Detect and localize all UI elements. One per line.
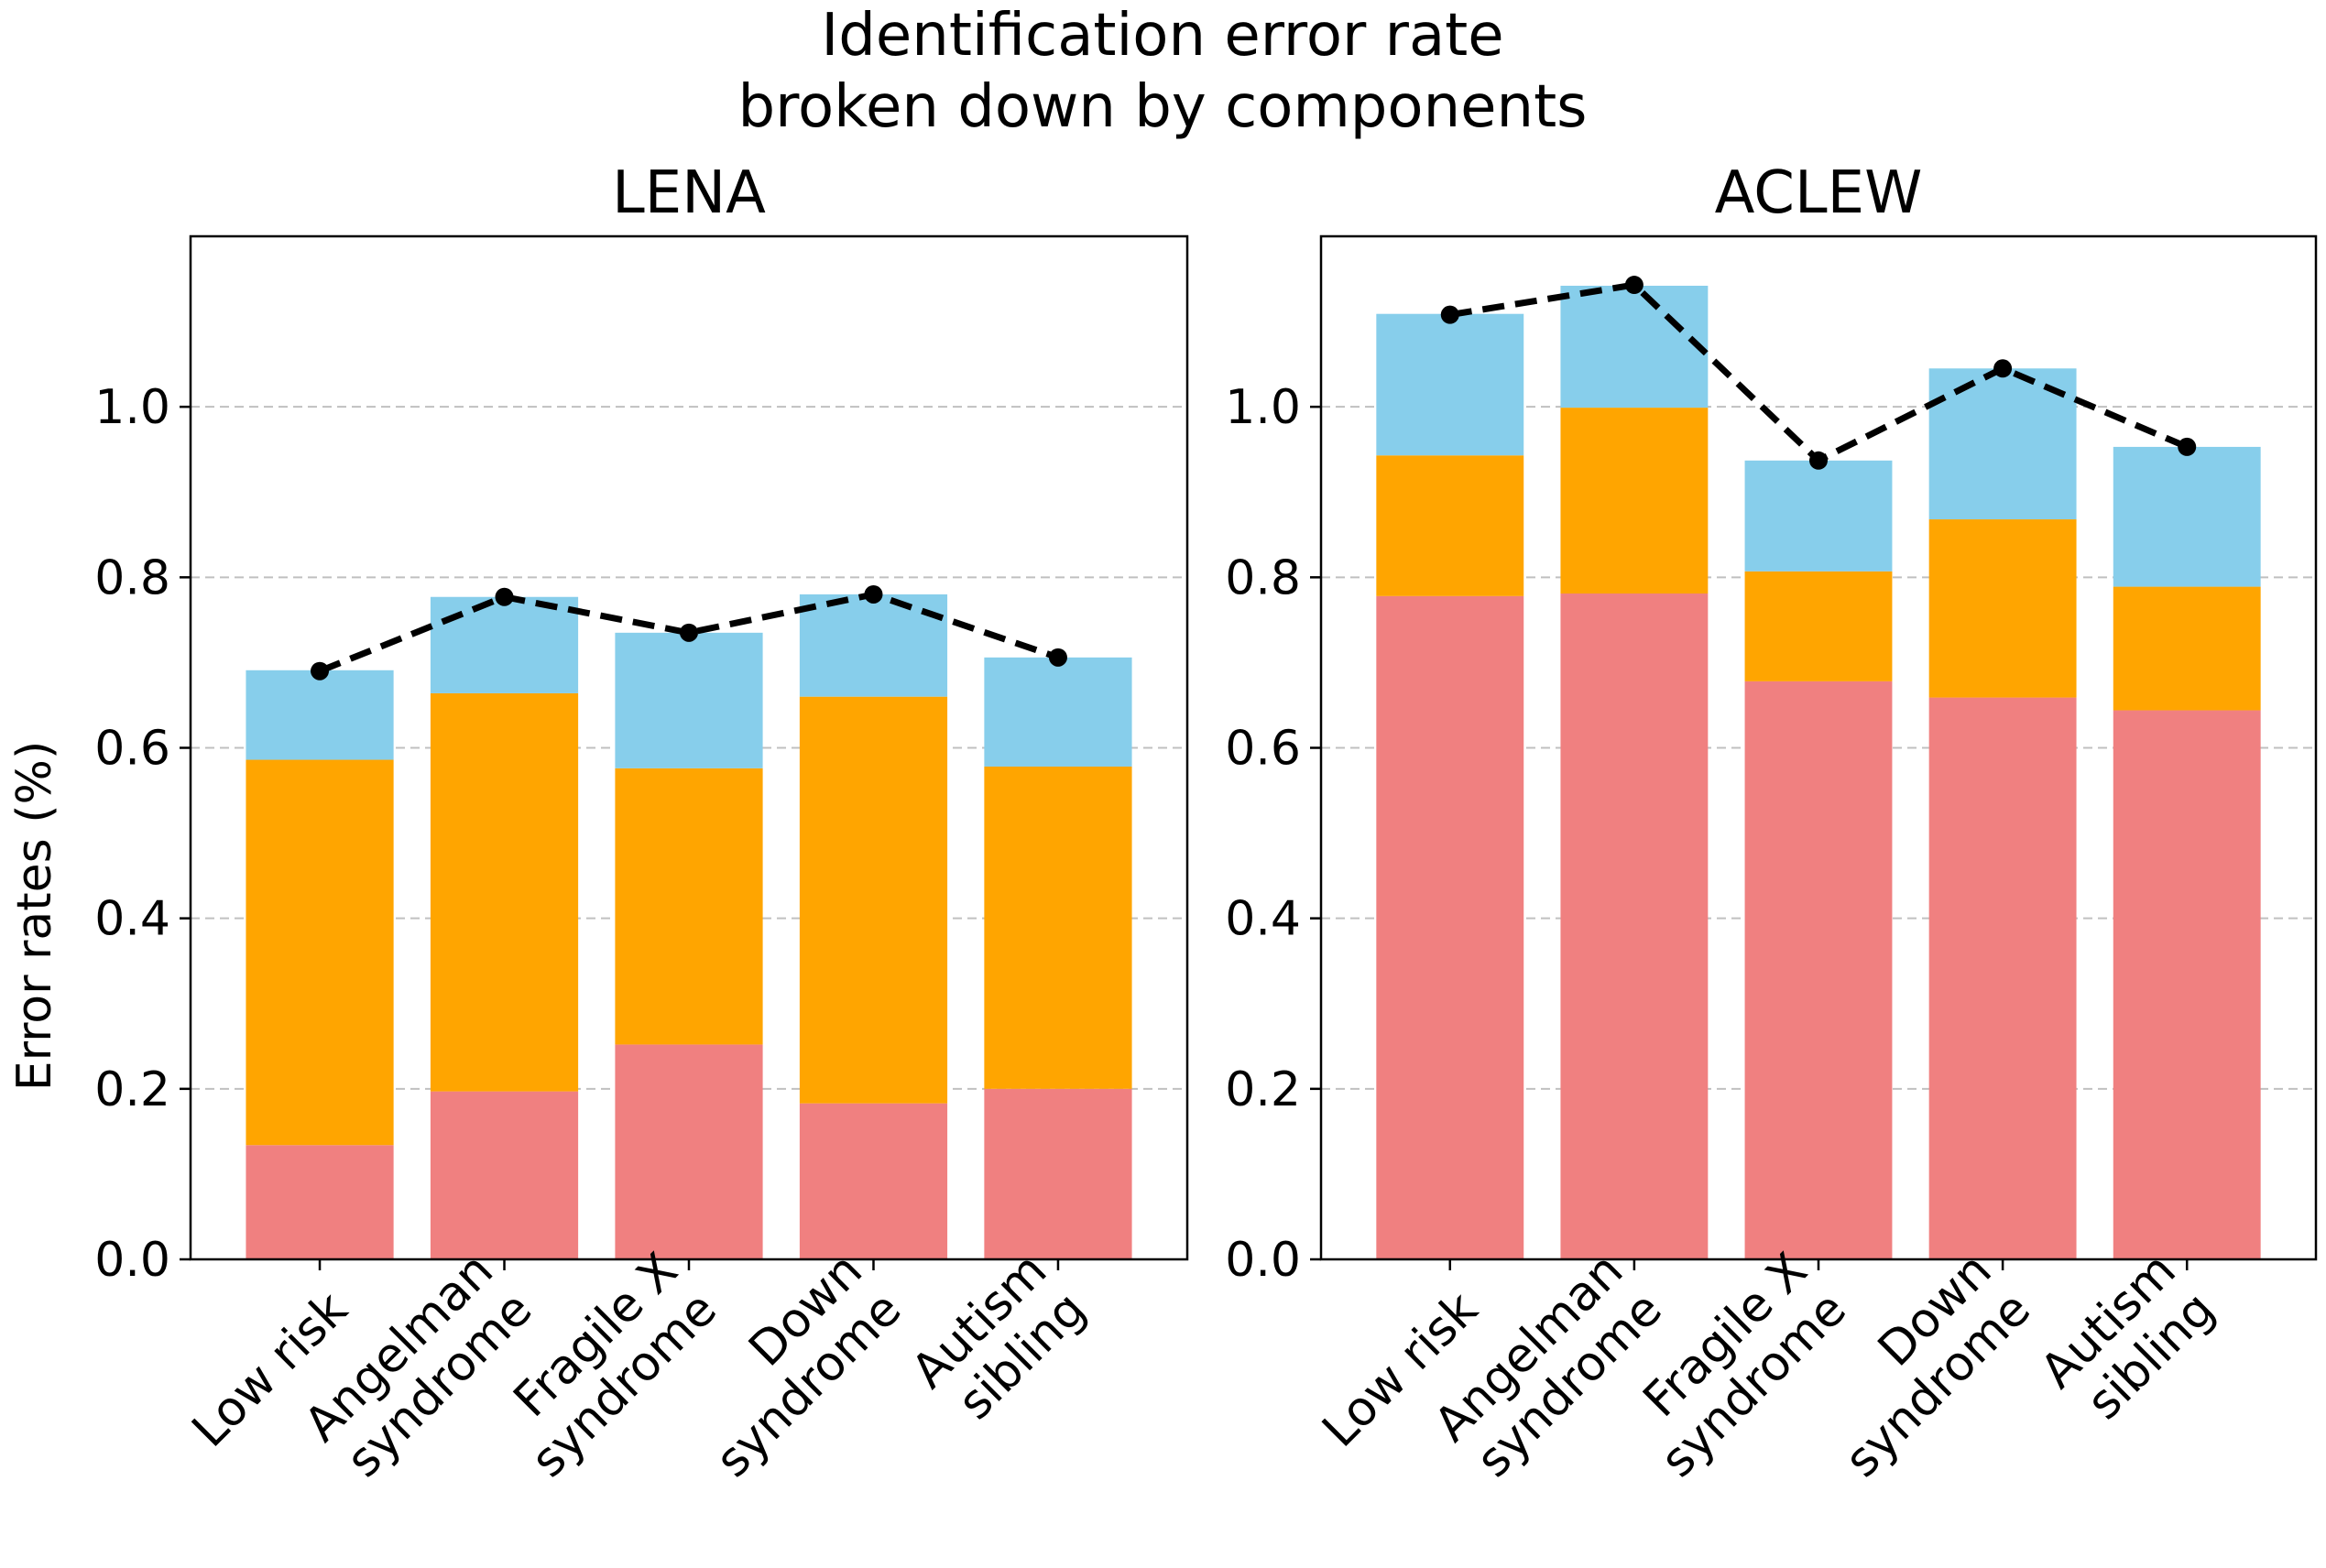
bar-segment [799, 1103, 948, 1259]
bar-segment [430, 1091, 579, 1259]
bar-segment [1744, 681, 1893, 1259]
bar-segment [1928, 519, 2077, 698]
bar-segment [1560, 593, 1709, 1259]
panel-title-aclew: ACLEW [1715, 159, 1923, 227]
x-tick-label: Angelmansyndrome [294, 1243, 542, 1491]
bar-segment [246, 1145, 394, 1259]
bar-segment [984, 766, 1132, 1089]
y-tick-label: 0.8 [1225, 550, 1301, 605]
bar-segment [2113, 586, 2261, 711]
bar-segment [615, 1044, 763, 1259]
line-marker [311, 661, 330, 681]
x-tick-label: Fragile Xsyndrome [1611, 1243, 1857, 1488]
line-marker [864, 584, 883, 604]
bar-segment [1376, 313, 1524, 456]
y-tick-label: 0.0 [1225, 1233, 1301, 1288]
x-tick-label: Downsyndrome [1796, 1243, 2041, 1488]
line-marker [1624, 276, 1643, 295]
bar-segment [984, 657, 1132, 767]
figure-title-line-1: Identification error rate [821, 2, 1503, 70]
y-tick-label: 0.4 [94, 892, 170, 947]
line-marker [495, 587, 514, 606]
line-marker [2178, 437, 2197, 456]
x-tick-label: Autismsibling [901, 1243, 1097, 1438]
figure-title-line-2: broken down by components [737, 73, 1587, 141]
bar-segment [615, 632, 763, 768]
line-marker [1993, 359, 2013, 378]
y-tick-label: 0.2 [94, 1062, 170, 1117]
bar-segment [1928, 697, 2077, 1259]
y-tick-label: 1.0 [1225, 380, 1301, 435]
y-tick-label: 0.4 [1225, 892, 1301, 947]
bar-segment [1560, 285, 1709, 408]
y-axis-label: Error rates (%) [7, 741, 62, 1092]
bar-segment [1744, 571, 1893, 681]
bar-segment [1376, 595, 1524, 1259]
bar-segment [799, 696, 948, 1104]
x-tick-label: Fragile Xsyndrome [482, 1243, 727, 1488]
x-tick-label: Downsyndrome [667, 1243, 912, 1488]
bar-segment [246, 670, 394, 760]
y-tick-label: 1.0 [94, 380, 170, 435]
x-tick-label: Angelmansyndrome [1425, 1243, 1673, 1491]
bar-segment [2113, 710, 2261, 1259]
y-tick-label: 0.0 [94, 1233, 170, 1288]
y-tick-label: 0.6 [1225, 722, 1301, 777]
line-marker [680, 623, 698, 642]
bar-segment [1376, 455, 1524, 596]
x-tick-label: Autismsibling [2030, 1243, 2225, 1438]
line-marker [1809, 451, 1828, 470]
bar-segment [1560, 408, 1709, 594]
bar-segment [430, 692, 579, 1092]
bar-segment [430, 596, 579, 693]
total-error-line [318, 591, 1060, 674]
bar-segment [1928, 368, 2077, 520]
bar-segment [1744, 460, 1893, 572]
line-marker [1048, 648, 1067, 667]
line-marker [1440, 305, 1459, 324]
bar-segment [2113, 446, 2261, 587]
panel-title-lena: LENA [612, 159, 766, 227]
bar-segment [246, 759, 394, 1146]
bar-segment [984, 1088, 1132, 1259]
bar-segment [615, 768, 763, 1045]
y-tick-label: 0.8 [94, 550, 170, 605]
y-tick-label: 0.6 [94, 722, 170, 777]
y-tick-label: 0.2 [1225, 1062, 1301, 1117]
